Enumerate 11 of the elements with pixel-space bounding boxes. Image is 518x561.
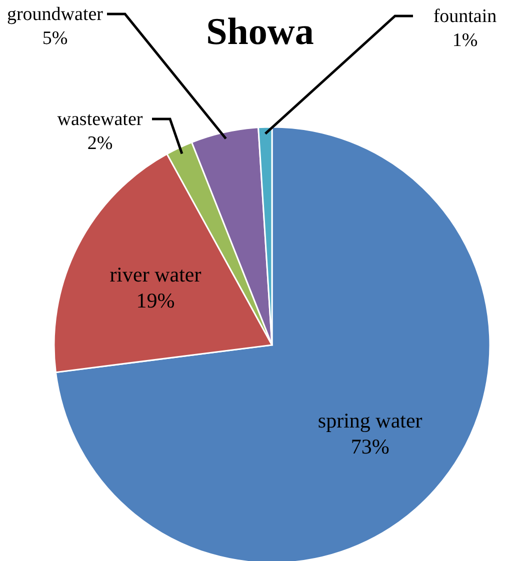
data-label: 19% xyxy=(136,288,175,313)
slice-label: river water xyxy=(110,262,202,287)
data-label: 1% xyxy=(452,30,478,51)
data-label: 5% xyxy=(42,28,68,49)
data-label: 2% xyxy=(87,133,113,154)
slice-label: fountain xyxy=(433,6,498,27)
data-label: 73% xyxy=(350,434,390,458)
slice-label: spring water xyxy=(318,408,422,432)
slice-label: wastewater xyxy=(57,109,144,130)
chart-title: Showa xyxy=(206,11,314,53)
slice-label: groundwater xyxy=(6,4,104,25)
